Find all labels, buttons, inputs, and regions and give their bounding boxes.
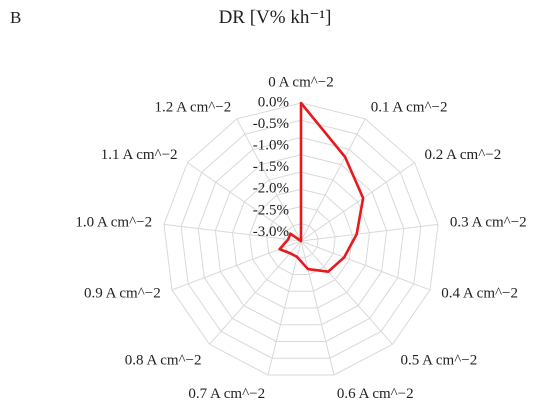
spoke-line [187,162,302,242]
spoke-line [209,240,302,345]
category-label: 0.4 A cm^−2 [441,286,518,302]
grid-ring [266,205,336,275]
radial-tick-label: -1.0% [253,138,289,154]
chart-title: DR [V% kh⁻¹] [218,7,332,28]
category-label: 0 A cm^−2 [268,74,334,90]
radial-tick-label: -1.5% [253,159,289,175]
grid-ring [231,171,371,309]
spoke-line [236,118,302,242]
grid-ring [163,102,439,376]
spoke-line [300,118,366,242]
spoke-line [300,162,415,242]
category-label: 0.9 A cm^−2 [84,286,161,302]
spoke-line [163,223,302,242]
category-labels: 0 A cm^−2 0.1 A cm^−2 0.2 A cm^−2 0.3 A cm^… [75,74,526,400]
category-label: 0.5 A cm^−2 [400,353,477,369]
radial-tick-labels: 0.0% -0.5% -1.0% -1.5% -2.0% -2.5% -3.0% [253,94,289,239]
radial-tick-label: -3.0% [253,224,289,240]
panel-label: B [10,8,22,27]
category-label: 0.7 A cm^−2 [188,386,265,400]
category-label: 0.2 A cm^−2 [424,147,501,163]
series-line [278,101,365,273]
radial-tick-label: -2.5% [253,202,289,218]
grid-ring [214,154,388,326]
category-label: 0.1 A cm^−2 [371,100,448,116]
category-label: 0.3 A cm^−2 [450,214,527,230]
spoke-line [300,240,431,291]
series-layer [278,101,365,273]
grid-ring [180,119,422,359]
category-label: 1.0 A cm^−2 [75,214,152,230]
spoke-line [300,240,393,345]
category-label: 1.1 A cm^−2 [101,147,178,163]
radial-tick-label: -0.5% [253,116,289,132]
spoke-line [300,223,439,242]
grid-ring [197,136,405,342]
category-label: 0.8 A cm^−2 [125,353,202,369]
spoke-line [300,240,335,376]
radar-grid [163,102,439,376]
radial-tick-label: 0.0% [258,94,289,110]
grid-ring [249,188,353,292]
radial-tick-label: -2.0% [253,181,289,197]
grid-ring [283,223,319,259]
category-label: 1.2 A cm^−2 [155,100,232,116]
spoke-line [267,240,302,376]
category-label: 0.6 A cm^−2 [337,386,414,400]
